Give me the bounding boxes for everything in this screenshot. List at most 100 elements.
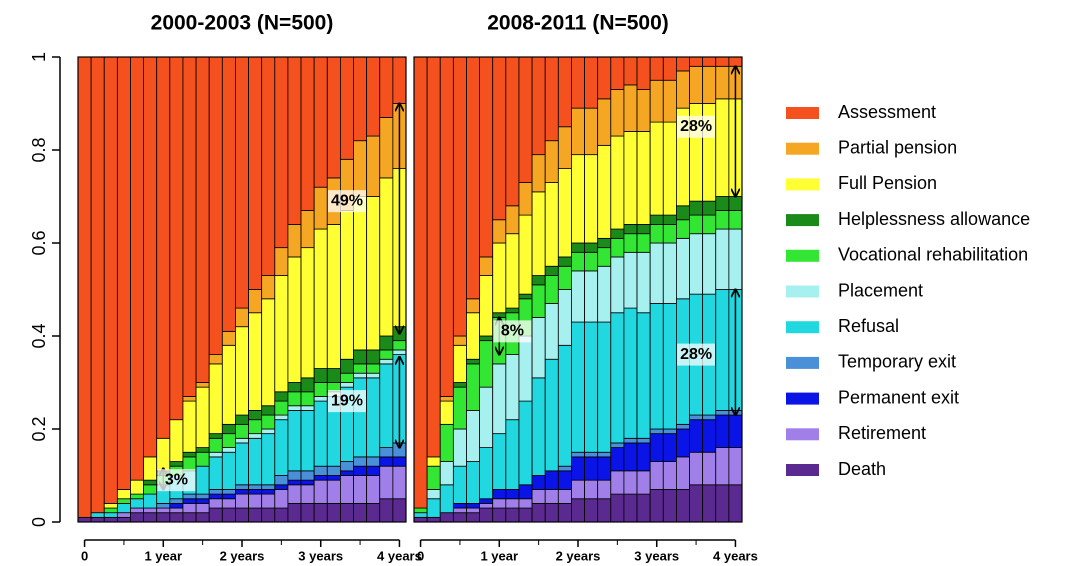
bar-segment (479, 447, 494, 500)
bar-segment (208, 493, 223, 500)
bar-segment (623, 470, 638, 495)
bar-segment (339, 56, 354, 160)
bar-segment (544, 358, 559, 472)
bar-segment (379, 349, 394, 360)
bar-segment (235, 507, 249, 523)
bar-segment (235, 414, 249, 425)
bar-segment (571, 498, 585, 523)
bar-segment (597, 247, 612, 267)
bar-segment (505, 307, 520, 314)
bar-segment (715, 484, 730, 523)
bar-segment (221, 493, 236, 500)
bar-segment (702, 214, 717, 235)
x-tick-label: 4 years (377, 548, 422, 563)
bar-segment (353, 456, 368, 467)
bar-segment (557, 56, 572, 128)
bar-segment (597, 456, 612, 481)
bar-segment (492, 56, 507, 221)
bar-segment (557, 265, 572, 290)
bar-segment (584, 242, 599, 253)
bar-segment (392, 56, 407, 104)
bar-segment (208, 456, 223, 490)
bar-segment (248, 419, 263, 435)
annotation: 19% (331, 392, 363, 409)
bar-segment (392, 340, 407, 351)
bar-segment (156, 56, 171, 439)
bar-segment (116, 489, 131, 500)
bar-segment (479, 275, 494, 337)
bar-segment (531, 191, 546, 276)
bar-segment (492, 363, 507, 435)
bar-segment (728, 210, 743, 230)
bar-segment (221, 498, 236, 509)
bar-segment (505, 354, 520, 421)
bar-segment (169, 56, 184, 421)
bar-segment (584, 270, 599, 323)
bar-segment (339, 470, 354, 476)
bar-segment (287, 502, 302, 523)
x-tick-label: 3 years (634, 548, 679, 563)
bar-segment (103, 56, 118, 504)
bar-segment (379, 358, 394, 365)
bar-segment (584, 451, 599, 458)
bar-segment (702, 419, 717, 453)
bar-segment (287, 256, 302, 383)
bar-segment (156, 507, 171, 514)
bar-segment (274, 484, 289, 490)
bar-segment (649, 242, 664, 304)
bar-segment (662, 79, 677, 123)
bar-segment (353, 349, 368, 365)
bar-segment (452, 428, 467, 467)
bar-segment (182, 451, 197, 458)
bar-segment (235, 489, 249, 495)
bar-segment (623, 307, 638, 439)
bar-segment (518, 56, 533, 183)
bar-segment (261, 414, 276, 430)
bar-segment (248, 507, 263, 523)
bar-segment (702, 414, 717, 421)
bar-segment (623, 493, 638, 523)
bar-segment (571, 56, 585, 109)
bar-segment (313, 502, 328, 523)
bar-segment (557, 256, 572, 267)
bar-segment (195, 512, 210, 523)
x-tick-label: 0 (81, 548, 88, 563)
bar-segment (636, 470, 651, 495)
y-tick-label: 0 (29, 517, 49, 527)
y-tick-label: 0.8 (29, 137, 49, 162)
bar-segment (326, 223, 341, 369)
bar-segment (623, 442, 638, 472)
x-tick-label: 1 year (144, 548, 182, 563)
bar-segment (195, 56, 210, 383)
bar-segment (287, 391, 302, 407)
bar-segment (208, 451, 223, 458)
bar-segment (195, 493, 210, 500)
bar-segment (90, 56, 105, 514)
bar-segment (715, 409, 730, 416)
bar-segment (636, 233, 651, 253)
bar-segment (492, 489, 507, 500)
bar-segment (584, 321, 599, 453)
bar-segment (544, 265, 559, 276)
bar-segment (610, 470, 625, 495)
bar-segment (366, 456, 381, 467)
legend-swatch (786, 178, 819, 191)
bar-segment (728, 414, 743, 448)
bar-segment (195, 502, 210, 514)
bar-segment (287, 223, 302, 258)
bar-segment (235, 56, 249, 309)
bar-segment (169, 502, 184, 509)
bar-segment (610, 237, 625, 258)
bar-segment (479, 56, 494, 258)
bar-segment (518, 335, 533, 402)
bar-segment (557, 344, 572, 467)
bar-segment (208, 433, 223, 439)
bar-segment (274, 400, 289, 416)
bar-segment (557, 489, 572, 504)
bar-segment (649, 433, 664, 462)
bar-segment (353, 140, 368, 197)
bar-segment (208, 498, 223, 509)
annotation-bg (677, 115, 716, 138)
bar-segment (248, 433, 263, 439)
bar-segment (518, 214, 533, 295)
